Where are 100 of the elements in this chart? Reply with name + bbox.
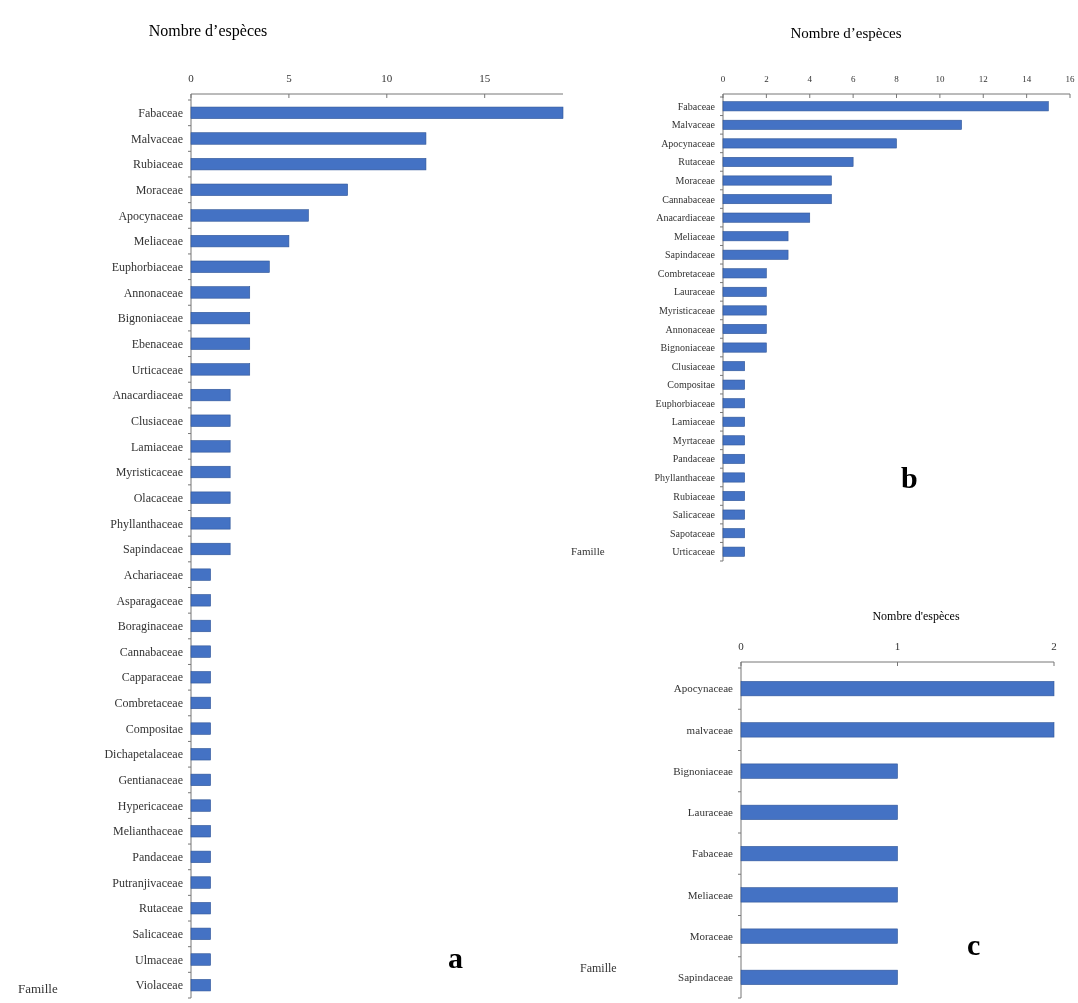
y-tick-label: Violaceae — [135, 978, 183, 993]
x-tick-label: 2 — [1051, 640, 1057, 652]
y-tick-label: Pandaceae — [672, 453, 716, 465]
bar — [722, 491, 745, 501]
bar — [722, 435, 745, 446]
y-tick-label: Meliaceae — [673, 230, 716, 242]
bar — [722, 509, 745, 520]
y-tick-label: Meliaceae — [687, 888, 734, 901]
y-tick-label: Rutaceae — [678, 156, 716, 168]
y-tick-label: Combretaceae — [657, 267, 716, 279]
bar — [722, 342, 767, 353]
bar — [722, 324, 767, 334]
bar — [722, 361, 745, 372]
y-tick-label: Annonaceae — [123, 285, 183, 300]
y-tick-label: Boraginaceae — [117, 619, 183, 634]
y-tick-label: malvaceae — [686, 723, 734, 736]
x-tick-label: 5 — [286, 72, 293, 84]
y-tick-label: Fabaceae — [692, 847, 734, 860]
y-tick-label: Moraceae — [689, 929, 734, 942]
x-tick-label: 16 — [1065, 74, 1075, 84]
y-tick-label: Anacardiaceae — [112, 388, 183, 403]
y-tick-label: Myristicaceae — [658, 304, 716, 316]
y-tick-label: Apocynaceae — [118, 208, 183, 223]
x-tick-label: 15 — [479, 72, 491, 84]
bar — [190, 286, 251, 299]
bar — [190, 517, 231, 530]
bar — [190, 594, 211, 607]
bar — [190, 568, 211, 581]
y-tick-label: Lamiaceae — [671, 416, 716, 428]
annotation: a — [448, 941, 463, 974]
bar — [190, 414, 231, 427]
annotation: c — [967, 928, 981, 961]
bar — [190, 722, 211, 735]
bar — [190, 312, 251, 325]
bar — [722, 528, 745, 539]
x-tick-label: 0 — [720, 74, 726, 84]
y-tick-label: Ebenaceae — [131, 336, 183, 351]
bar — [190, 979, 211, 992]
y-tick-label: Putranjivaceae — [112, 875, 183, 890]
bar — [722, 249, 789, 260]
bar — [190, 260, 270, 273]
y-tick-label: Phyllanthaceae — [654, 471, 716, 483]
y-tick-label: Lamiaceae — [131, 439, 183, 454]
y-tick-label: Rubiaceae — [133, 157, 183, 172]
y-tick-label: Melianthaceae — [113, 824, 183, 839]
y-tick-label: Sapindaceae — [123, 542, 183, 557]
x-axis-title: Nombre d’espèces — [790, 25, 902, 41]
y-tick-label: Fabaceae — [677, 100, 716, 112]
y-tick-label: Compositae — [125, 721, 183, 736]
y-tick-label: Cannabaceae — [662, 193, 716, 205]
x-tick-label: 8 — [894, 74, 900, 84]
y-tick-label: Apocynaceae — [673, 682, 734, 695]
y-tick-label: Ulmaceae — [135, 952, 183, 967]
y-tick-label: Rutaceae — [139, 901, 183, 916]
bar — [190, 876, 211, 889]
bar — [190, 209, 309, 222]
bar — [190, 183, 348, 196]
annotation: b — [901, 461, 918, 494]
bar — [722, 138, 897, 149]
y-tick-label: Malvaceae — [671, 119, 716, 131]
bar — [722, 212, 811, 223]
y-tick-label: Sapindaceae — [678, 971, 734, 984]
bar — [190, 440, 231, 453]
y-axis-title: Famille — [571, 545, 605, 557]
bar — [190, 363, 251, 376]
bar — [722, 305, 767, 316]
bar — [722, 472, 745, 483]
y-tick-label: Salicaceae — [672, 509, 716, 521]
y-tick-label: Salicaceae — [132, 927, 183, 942]
x-tick-label: 1 — [894, 640, 901, 652]
bar — [722, 379, 745, 390]
bar — [190, 491, 231, 504]
y-tick-label: Dichapetalaceae — [104, 747, 183, 762]
y-tick-label: Myristicaceae — [115, 465, 183, 480]
y-tick-label: Euphorbiaceae — [111, 259, 183, 274]
bar — [190, 953, 211, 966]
y-tick-label: Olacaceae — [133, 490, 183, 505]
y-axis-title: Famille — [580, 961, 617, 975]
y-tick-label: Capparaceae — [121, 670, 183, 685]
bar — [722, 194, 832, 205]
y-tick-label: Asparagaceae — [116, 593, 183, 608]
bar — [722, 101, 1049, 112]
bar — [722, 453, 745, 464]
bar — [722, 286, 767, 297]
y-tick-label: Cannabaceae — [119, 644, 183, 659]
y-tick-label: Phyllanthaceae — [110, 516, 183, 531]
y-tick-label: Meliaceae — [133, 234, 183, 249]
y-axis-title: Famille — [18, 981, 58, 996]
y-tick-label: Lauraceae — [673, 286, 716, 298]
x-tick-label: 4 — [807, 74, 813, 84]
y-tick-label: Combretaceae — [114, 696, 183, 711]
bar — [190, 645, 211, 658]
x-tick-label: 0 — [188, 72, 195, 84]
x-tick-label: 0 — [738, 640, 745, 652]
bar — [190, 748, 211, 761]
bar — [190, 337, 251, 350]
y-tick-label: Rubiaceae — [673, 490, 716, 502]
y-tick-label: Annonaceae — [665, 323, 716, 335]
y-tick-label: Compositae — [667, 379, 716, 391]
bar — [190, 773, 211, 786]
